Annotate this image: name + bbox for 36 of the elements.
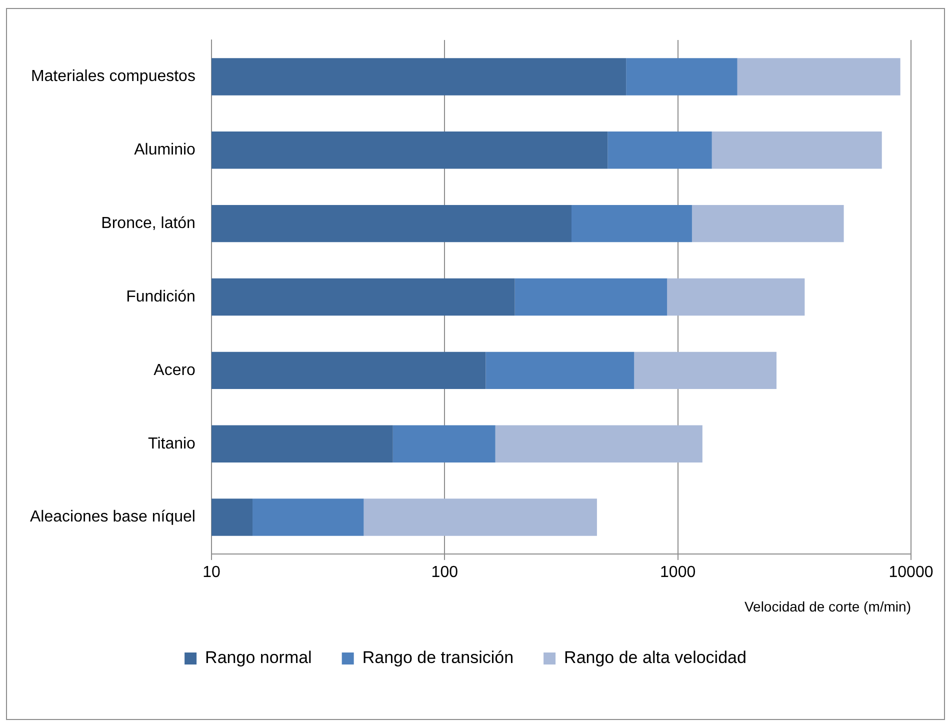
bar <box>667 278 805 316</box>
bar <box>211 278 515 316</box>
bar <box>495 425 702 462</box>
legend-label: Rango de transición <box>362 648 514 668</box>
bar <box>514 278 668 316</box>
bar <box>364 498 597 536</box>
legend-label: Rango normal <box>205 648 312 668</box>
bar <box>211 498 253 536</box>
y-tick-label: Titanio <box>148 435 196 452</box>
y-tick-label: Aleaciones base níquel <box>30 508 196 526</box>
bar <box>211 132 608 169</box>
x-tick-label: 1000 <box>660 564 696 582</box>
bar <box>712 132 882 169</box>
bar <box>608 132 712 169</box>
y-tick-label: Aluminio <box>134 142 196 159</box>
x-tick-label: 100 <box>431 564 458 582</box>
y-tick-label: Fundición <box>126 288 196 306</box>
y-tick-label: Acero <box>154 362 196 379</box>
y-tick-label: Materiales compuestos <box>30 68 196 86</box>
bar <box>252 498 364 536</box>
bar <box>211 425 393 462</box>
x-tick-label: 10 <box>202 564 220 582</box>
bar <box>572 204 692 242</box>
bar <box>211 352 486 390</box>
bar <box>692 204 844 242</box>
bar <box>634 352 777 390</box>
x-tick-label: 10000 <box>888 564 934 582</box>
y-tick-label: Bronce, latón <box>101 214 196 232</box>
x-axis-title: Velocidad de corte (m/min) <box>744 598 911 614</box>
bar <box>626 58 738 96</box>
bar <box>737 58 900 96</box>
bar <box>211 204 572 242</box>
bar <box>486 352 634 390</box>
bar <box>392 425 496 462</box>
bar <box>211 58 626 96</box>
legend-label: Rango de alta velocidad <box>564 648 746 668</box>
